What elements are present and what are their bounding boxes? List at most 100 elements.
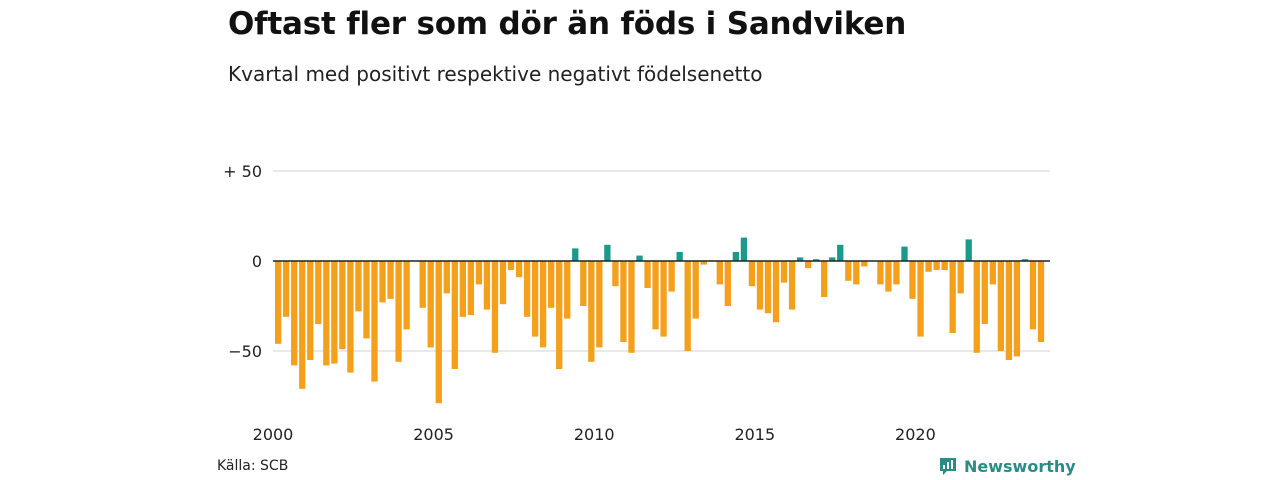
bar	[845, 261, 852, 281]
bar	[459, 261, 466, 317]
bar	[299, 261, 306, 389]
bar	[307, 261, 314, 360]
bar	[756, 261, 764, 310]
bar	[909, 261, 916, 299]
bar	[901, 246, 908, 261]
y-tick-label: + 50	[223, 162, 262, 181]
y-tick-label: −50	[228, 342, 262, 361]
bar	[531, 261, 539, 337]
bar-chart: + 50 0 −50 2000 2005 2010 2015 2020	[223, 162, 1050, 444]
bar	[1021, 259, 1029, 261]
bar	[973, 261, 980, 353]
bar	[419, 261, 426, 308]
bar	[925, 261, 932, 272]
bar	[1029, 261, 1037, 330]
bar	[748, 261, 756, 287]
bar	[435, 261, 442, 404]
bar	[572, 248, 579, 261]
bar	[475, 261, 483, 285]
brand-logo: Newsworthy	[938, 456, 1076, 476]
bar	[893, 261, 900, 285]
bar	[885, 261, 892, 292]
bar	[684, 261, 691, 351]
bar	[283, 261, 290, 317]
bar	[379, 261, 386, 303]
bar	[660, 261, 667, 337]
bar	[957, 261, 964, 294]
bar	[821, 261, 828, 297]
bar	[515, 261, 523, 278]
bar	[347, 261, 354, 373]
chart-subtitle: Kvartal med positivt respektive negativt…	[228, 62, 763, 86]
bar	[997, 261, 1004, 351]
bar	[588, 261, 595, 362]
y-tick-label: 0	[252, 252, 262, 271]
bar	[275, 261, 282, 344]
bar	[780, 261, 788, 283]
bar	[315, 261, 322, 324]
bar	[1013, 261, 1021, 357]
bar	[788, 261, 796, 310]
y-axis-tick-labels: + 50 0 −50	[223, 162, 262, 361]
bar	[917, 261, 924, 337]
bar	[764, 261, 772, 314]
bar	[491, 261, 499, 353]
bar	[796, 257, 804, 261]
bar	[499, 261, 507, 305]
bar	[740, 237, 748, 261]
bar	[507, 261, 515, 270]
bar	[732, 252, 740, 261]
bar	[949, 261, 956, 333]
bar	[403, 261, 410, 330]
bar	[716, 261, 723, 285]
x-tick-label: 2010	[574, 425, 615, 444]
bar	[700, 261, 707, 265]
bar	[628, 261, 635, 353]
bar	[804, 261, 812, 269]
bar	[837, 244, 844, 261]
bar	[877, 261, 884, 285]
bar	[363, 261, 370, 339]
grid-lines	[273, 170, 1050, 352]
bar	[451, 261, 458, 369]
bar	[443, 261, 450, 294]
chart-title: Oftast fler som dör än föds i Sandviken	[228, 6, 907, 42]
bar	[483, 261, 491, 310]
bar	[564, 261, 571, 319]
bar	[539, 261, 547, 348]
bar	[1005, 261, 1013, 360]
bar	[989, 261, 996, 285]
newsworthy-logo-icon	[940, 458, 956, 475]
source-note: Källa: SCB	[217, 458, 289, 474]
bar	[467, 261, 475, 315]
bar	[291, 261, 298, 366]
x-tick-label: 2020	[895, 425, 936, 444]
x-tick-label: 2005	[413, 425, 454, 444]
bar	[933, 261, 940, 270]
bar	[612, 261, 619, 287]
bar	[692, 261, 699, 319]
x-tick-label: 2000	[253, 425, 294, 444]
bar	[676, 252, 683, 261]
bar	[652, 261, 659, 330]
bar	[580, 261, 587, 306]
bar	[323, 261, 330, 366]
bar	[387, 261, 394, 299]
bar	[829, 257, 836, 261]
bar	[1037, 261, 1045, 342]
brand-name: Newsworthy	[964, 456, 1076, 476]
bars	[275, 237, 1045, 404]
bar	[556, 261, 563, 369]
x-axis-tick-labels: 2000 2005 2010 2015 2020	[253, 425, 936, 444]
bar	[861, 261, 868, 267]
bar	[668, 261, 675, 292]
bar	[772, 261, 780, 323]
bar	[644, 261, 651, 288]
bar	[941, 261, 948, 270]
bar	[620, 261, 627, 342]
bar	[523, 261, 531, 317]
bar	[339, 261, 346, 350]
bar	[548, 261, 555, 308]
bar	[395, 261, 402, 362]
bar	[331, 261, 338, 364]
